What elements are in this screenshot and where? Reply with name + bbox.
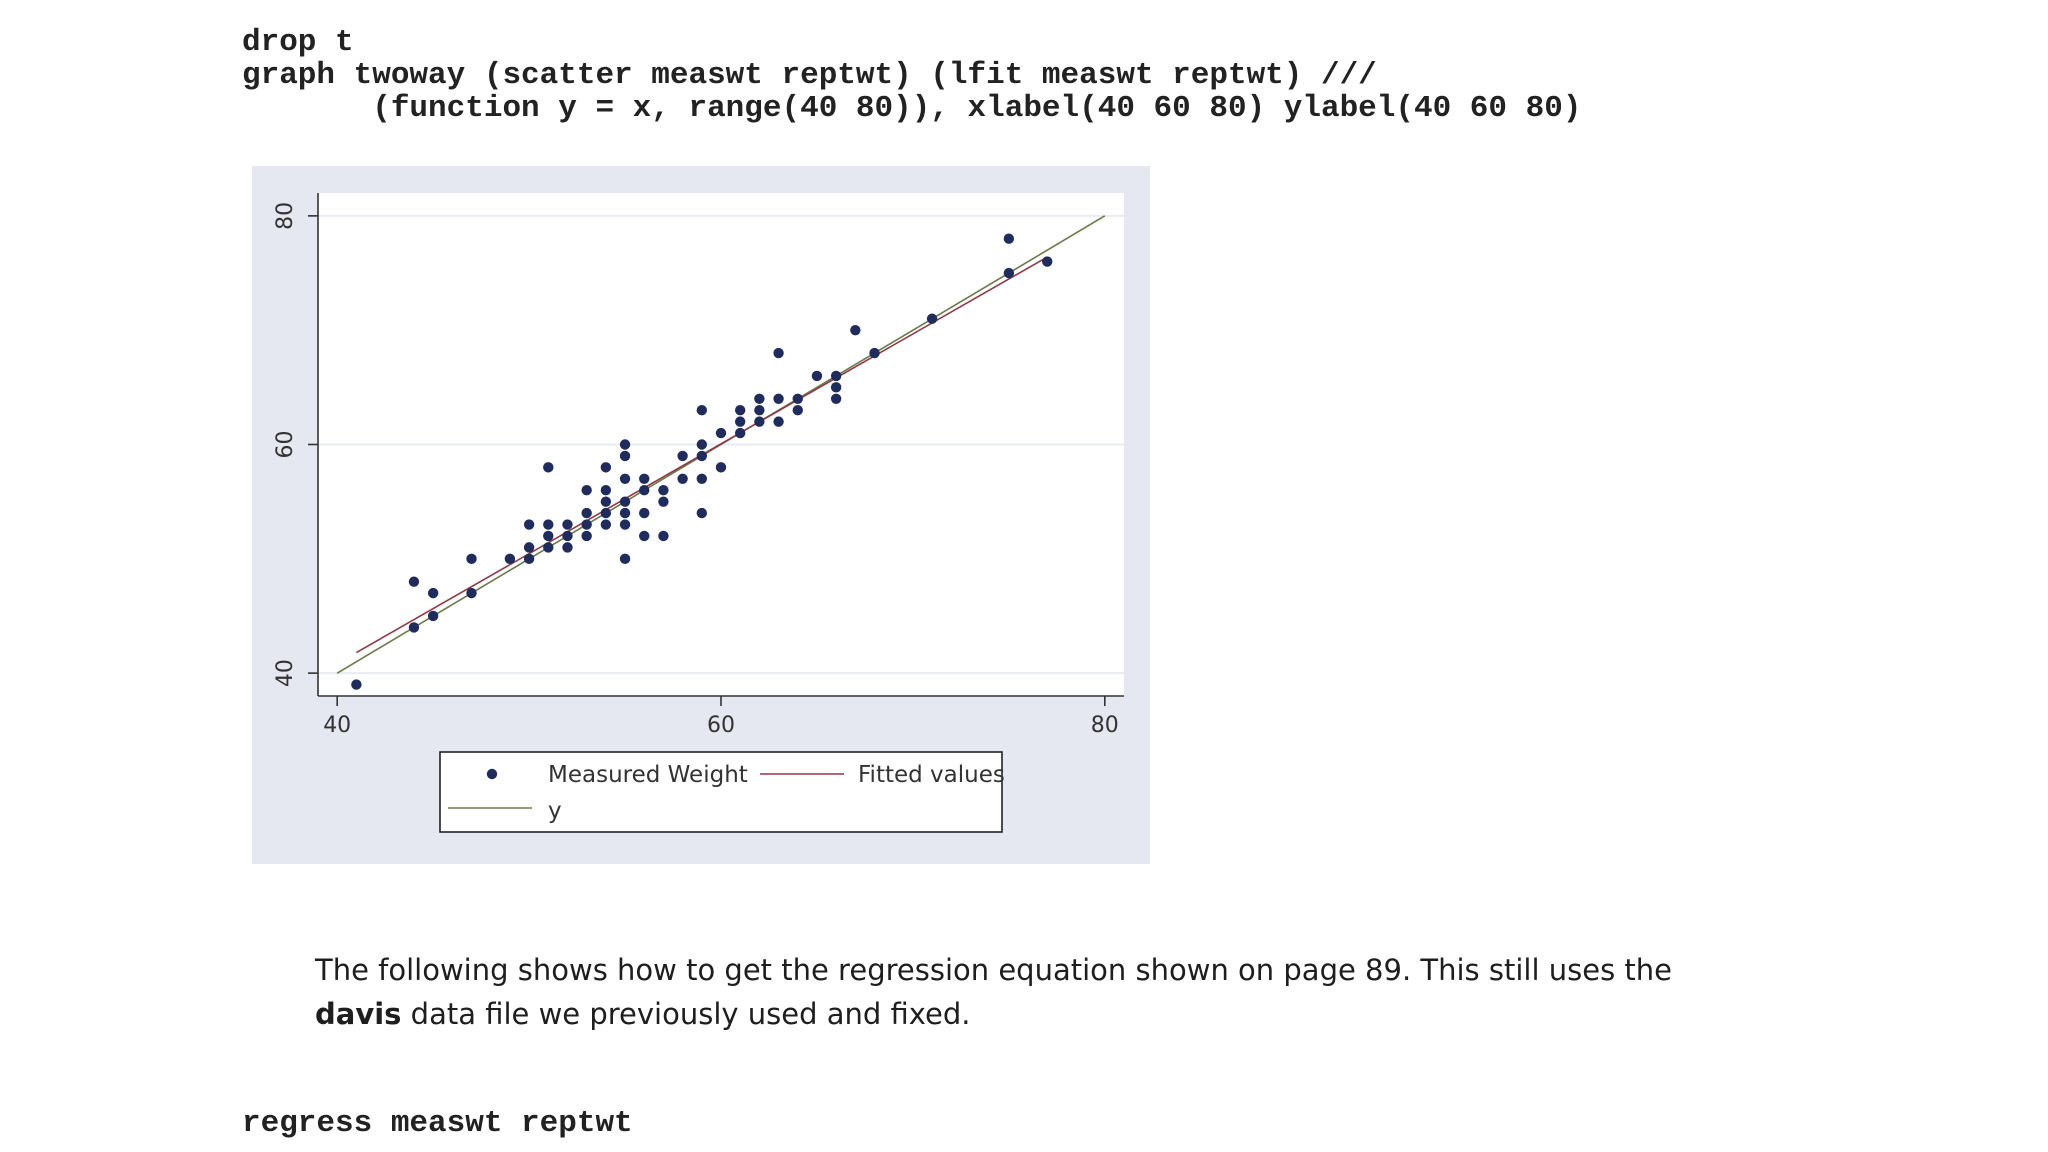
data-point (773, 416, 784, 427)
y-tick-label: 60 (273, 431, 298, 459)
data-point (696, 450, 708, 462)
data-point (523, 542, 535, 553)
data-point (734, 427, 746, 439)
data-point (600, 485, 612, 496)
legend-label-measured: Measured Weight (548, 762, 748, 788)
data-point (543, 462, 554, 473)
scatter-chart: 40 60 80 40 60 80 Measured Weight Fitted values… (273, 193, 1124, 833)
legend-label-fitted: Fitted values (858, 762, 1005, 788)
data-point (466, 587, 477, 599)
data-point (600, 462, 612, 473)
data-point (543, 530, 554, 542)
data-point (543, 519, 554, 530)
data-point (639, 530, 650, 542)
data-point (581, 519, 592, 530)
data-point (1003, 233, 1015, 244)
data-point (619, 439, 631, 450)
paragraph-text: The following shows how to get the regre… (315, 953, 1672, 987)
data-point (773, 347, 784, 359)
data-point (427, 610, 439, 622)
data-point (715, 462, 727, 473)
data-point (715, 427, 727, 439)
data-point (830, 393, 842, 404)
data-point (869, 347, 880, 359)
data-point (523, 519, 535, 530)
data-point (658, 485, 669, 496)
data-point (600, 496, 612, 507)
legend-label-y: y (548, 798, 562, 824)
x-tick-label: 60 (707, 713, 735, 738)
data-point (619, 553, 631, 565)
body-paragraph: The following shows how to get the regre… (315, 948, 1735, 1036)
data-point (1042, 256, 1053, 267)
data-point (562, 542, 573, 553)
data-point (581, 530, 592, 542)
data-point (734, 405, 746, 416)
data-point (504, 553, 516, 565)
legend-box (439, 751, 1003, 833)
dataset-name: davis (315, 997, 402, 1031)
data-point (696, 507, 708, 519)
data-point (830, 382, 842, 393)
data-point (696, 473, 708, 484)
data-point (581, 507, 592, 519)
legend-marker-measured (486, 768, 498, 780)
data-point (677, 473, 688, 484)
data-point (734, 416, 746, 427)
data-point (543, 542, 554, 553)
data-point (754, 416, 765, 427)
data-point (792, 393, 803, 404)
data-point (619, 473, 631, 484)
data-point (619, 496, 631, 507)
y-tick-label: 80 (273, 202, 298, 230)
code-line: regress measwt reptwt (242, 1106, 633, 1141)
data-point (1003, 267, 1015, 279)
data-point (677, 450, 688, 462)
data-point (466, 553, 477, 565)
data-point (754, 393, 765, 404)
data-point (773, 393, 784, 404)
code-line: drop t (242, 25, 354, 60)
paragraph-text-end: data file we previously used and fixed. (401, 997, 971, 1031)
code-line: (function y = x, range(40 80)), xlabel(4… (242, 91, 1582, 126)
data-point (792, 405, 803, 416)
data-point (523, 553, 535, 565)
code-line: graph twoway (scatter measwt reptwt) (lf… (242, 58, 1377, 93)
data-point (696, 439, 708, 450)
code-block-graph: drop t graph twoway (scatter measwt rept… (242, 26, 1581, 125)
x-tick-label: 80 (1091, 713, 1119, 738)
data-point (639, 507, 650, 519)
data-point (754, 405, 765, 416)
y-tick-label: 40 (273, 659, 298, 687)
data-point (408, 576, 420, 587)
data-point (619, 519, 631, 530)
data-point (696, 405, 708, 416)
data-point (427, 587, 439, 599)
data-point (926, 313, 938, 324)
data-point (811, 370, 823, 382)
data-point (351, 679, 362, 690)
data-point (600, 507, 612, 519)
data-point (830, 370, 842, 382)
data-point (658, 496, 669, 507)
data-point (619, 450, 631, 462)
data-point (600, 519, 612, 530)
data-point (408, 622, 420, 633)
data-point (562, 519, 573, 530)
data-point (639, 473, 650, 484)
code-block-regress: regress measwt reptwt (242, 1107, 633, 1140)
data-point (850, 324, 861, 336)
data-point (639, 485, 650, 496)
x-tick-label: 40 (323, 713, 351, 738)
chart-panel: 40 60 80 40 60 80 Measured Weight Fitted values… (252, 166, 1150, 864)
data-point (562, 530, 573, 542)
data-point (619, 507, 631, 519)
data-point (658, 530, 669, 542)
data-point (581, 485, 592, 496)
